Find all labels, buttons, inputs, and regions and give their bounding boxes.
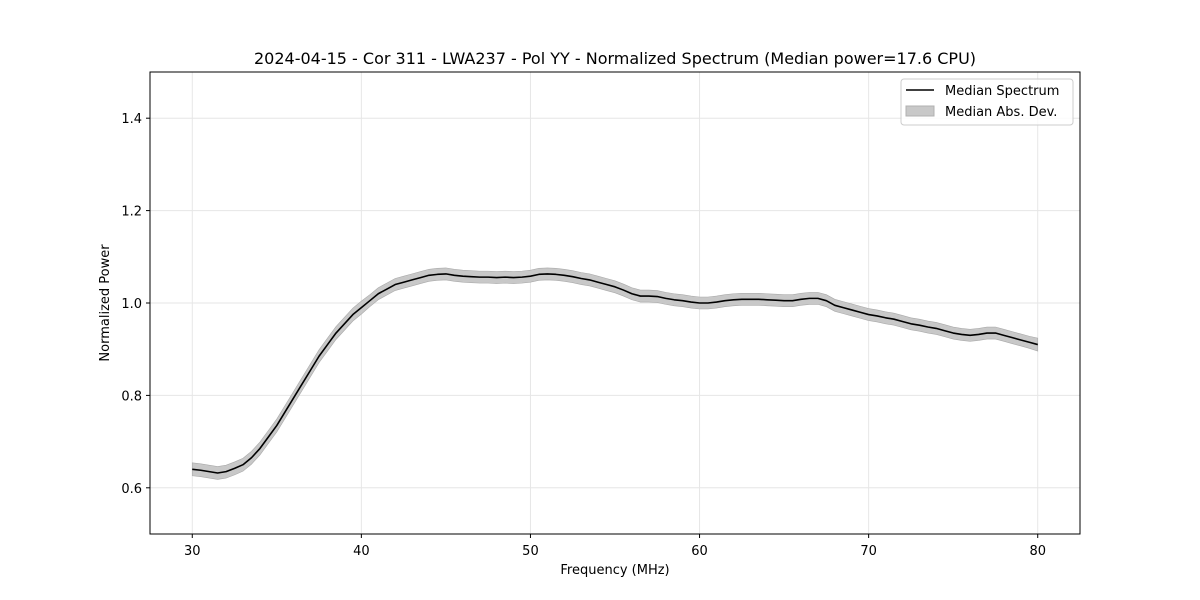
x-tick-label: 80 bbox=[1029, 544, 1046, 559]
legend-label-mad: Median Abs. Dev. bbox=[945, 105, 1057, 120]
y-tick-label: 1.4 bbox=[121, 112, 142, 127]
y-axis-ticks: 0.6 0.8 1.0 1.2 1.4 bbox=[121, 112, 150, 497]
y-axis-label: Normalized Power bbox=[98, 244, 113, 362]
series-lines bbox=[192, 273, 1038, 474]
y-tick-label: 0.6 bbox=[121, 482, 142, 497]
y-tick-label: 0.8 bbox=[121, 389, 142, 404]
x-tick-label: 40 bbox=[353, 544, 370, 559]
y-tick-label: 1.0 bbox=[121, 297, 142, 312]
legend-label-median-spectrum: Median Spectrum bbox=[945, 84, 1059, 99]
x-tick-label: 70 bbox=[860, 544, 877, 559]
mad-band-group bbox=[191, 267, 1039, 480]
legend-box bbox=[900, 78, 1074, 126]
x-axis-ticks: 30 40 50 60 70 80 bbox=[184, 534, 1046, 559]
x-tick-label: 30 bbox=[184, 544, 201, 559]
mad-band bbox=[191, 267, 1039, 480]
legend-swatch-mad bbox=[905, 105, 935, 117]
chart-title: 2024-04-15 - Cor 311 - LWA237 - Pol YY -… bbox=[254, 49, 976, 68]
median-spectrum-line bbox=[192, 273, 1038, 474]
y-tick-label: 1.2 bbox=[121, 205, 142, 220]
x-axis-label: Frequency (MHz) bbox=[560, 563, 669, 578]
x-tick-label: 60 bbox=[691, 544, 708, 559]
legend: Median Spectrum Median Abs. Dev. bbox=[900, 78, 1074, 126]
x-tick-label: 50 bbox=[522, 544, 539, 559]
